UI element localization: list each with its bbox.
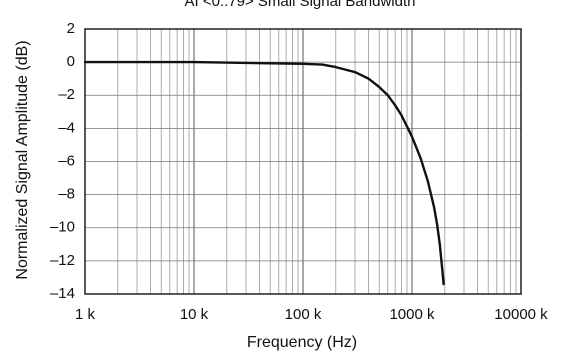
y-tick-label: –12 [50,252,75,269]
x-tick-label: 100 k [285,306,322,323]
grid [84,28,521,295]
y-tick-label: –14 [50,285,75,302]
x-axis-label: Frequency (Hz) [247,334,357,351]
x-tick-label: 10 k [180,306,209,323]
y-tick-label: –4 [58,119,75,136]
y-tick-label: –10 [50,219,75,236]
plot-frame [84,28,522,295]
y-tick-label: –6 [58,152,75,169]
y-axis-label: Normalized Signal Amplitude (dB) [14,40,31,279]
y-tick-label: –2 [58,86,75,103]
y-tick-label: 2 [67,20,75,37]
y-tick-labels: 2 0 –2 –4 –6 –8 –10 –12 –14 [50,20,75,302]
chart-title: AI <0..79> Small Signal Bandwidth [185,0,416,10]
series-line [83,60,445,286]
x-tick-label: 1 k [75,306,96,323]
x-tick-labels: 1 k 10 k 100 k 1000 k 10000 k [75,306,548,323]
x-tick-label: 10000 k [494,306,548,323]
series-group [83,60,445,286]
y-tick-label: –8 [58,186,75,203]
y-tick-label: 0 [67,53,75,70]
x-tick-label: 1000 k [389,306,435,323]
